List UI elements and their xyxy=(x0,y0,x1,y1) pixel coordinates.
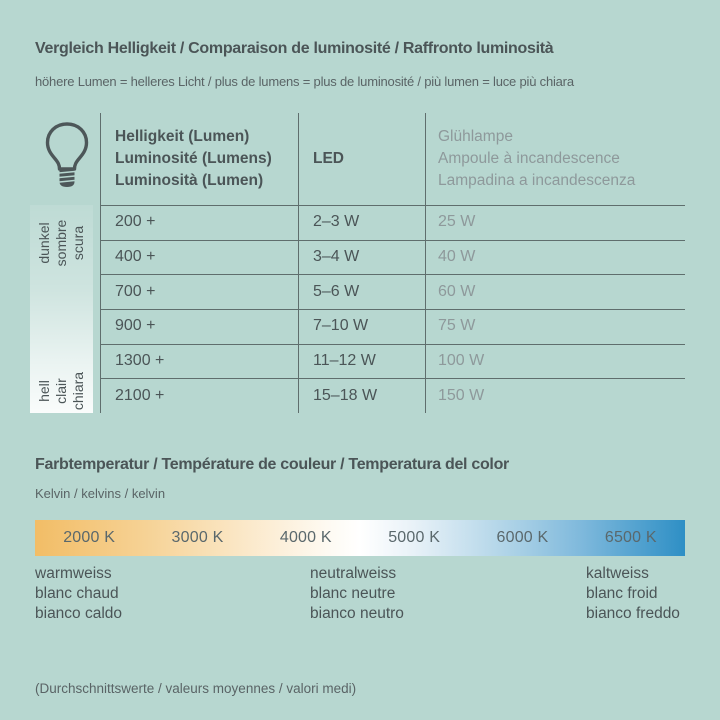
scale-bright-fr: clair xyxy=(52,378,69,404)
incandescent-cell: 40 W xyxy=(438,248,476,265)
lumen-cell: 2100 + xyxy=(115,386,165,404)
lumen-cell: 1300 + xyxy=(115,352,165,370)
scale-label-bright: hell clair chiara xyxy=(34,336,88,446)
scale-dark-it: scura xyxy=(69,225,86,261)
divider-line xyxy=(100,344,685,345)
kelvin-label: 4000 K xyxy=(279,529,332,546)
incandescent-cell: 60 W xyxy=(438,282,476,300)
dark-to-bright-scale xyxy=(30,205,93,413)
brightness-table: 200 + 2–3 W 25 W 400 + 3–4 W 40 W 700 + … xyxy=(100,205,685,413)
warm-fr: blanc chaud xyxy=(35,585,119,602)
lumen-header-fr: Luminosité (Lumens) xyxy=(115,150,272,167)
table-row: 2100 + 15–18 W 150 W xyxy=(100,378,685,413)
led-cell: 3–4 W xyxy=(313,248,360,265)
scale-label-dark: dunkel sombre scura xyxy=(34,188,88,298)
range-label-neutral: neutralweiss blanc neutre bianco neutro xyxy=(310,564,404,624)
led-header-label: LED xyxy=(313,150,344,167)
kelvin-label: 6000 K xyxy=(496,529,549,546)
neutral-it: bianco neutro xyxy=(310,605,404,622)
divider-line xyxy=(100,274,685,275)
neutral-de: neutralweiss xyxy=(310,565,397,582)
divider-line xyxy=(100,309,685,310)
column-header-incandescent: Glühlampe Ampoule à incandescence Lampad… xyxy=(438,113,683,205)
incandescent-cell: 150 W xyxy=(438,386,485,404)
incandescent-header-it: Lampadina a incandescenza xyxy=(438,172,636,189)
scale-dark-fr: sombre xyxy=(52,219,69,267)
light-bulb-icon xyxy=(42,120,92,203)
column-header-led: LED xyxy=(313,113,418,205)
color-temperature-title: Farbtemperatur / Température de couleur … xyxy=(35,456,509,473)
incandescent-header-fr: Ampoule à incandescence xyxy=(438,150,620,167)
brightness-subtitle: höhere Lumen = helleres Licht / plus de … xyxy=(35,74,574,89)
led-cell: 7–10 W xyxy=(313,317,369,335)
lumen-cell: 200 + xyxy=(115,213,156,231)
brightness-title: Vergleich Helligkeit / Comparaison de lu… xyxy=(35,40,554,57)
lumen-header-it: Luminosità (Lumen) xyxy=(115,172,264,189)
led-cell: 15–18 W xyxy=(313,386,378,404)
lumen-cell: 400 + xyxy=(115,248,156,265)
incandescent-cell: 75 W xyxy=(438,317,476,335)
incandescent-header-de: Glühlampe xyxy=(438,128,513,145)
table-row: 200 + 2–3 W 25 W xyxy=(100,205,685,240)
incandescent-cell: 100 W xyxy=(438,352,485,370)
led-cell: 2–3 W xyxy=(313,213,360,231)
range-label-cold: kaltweiss blanc froid bianco freddo xyxy=(586,564,680,624)
table-row: 700 + 5–6 W 60 W xyxy=(100,274,685,309)
color-temperature-subtitle: Kelvin / kelvins / kelvin xyxy=(35,486,166,501)
cold-fr: blanc froid xyxy=(586,585,658,602)
lumen-cell: 700 + xyxy=(115,282,156,300)
warm-de: warmweiss xyxy=(35,565,112,582)
table-row: 900 + 7–10 W 75 W xyxy=(100,309,685,344)
divider-line xyxy=(100,240,685,241)
incandescent-cell: 25 W xyxy=(438,213,476,231)
divider-line xyxy=(100,378,685,379)
kelvin-label: 3000 K xyxy=(171,529,224,546)
divider-line xyxy=(100,113,101,413)
scale-bright-de: hell xyxy=(35,380,52,402)
kelvin-label: 5000 K xyxy=(388,529,441,546)
scale-dark-de: dunkel xyxy=(35,222,52,264)
range-label-warm: warmweiss blanc chaud bianco caldo xyxy=(35,564,122,624)
cold-it: bianco freddo xyxy=(586,605,680,622)
led-cell: 5–6 W xyxy=(313,282,360,300)
footnote: (Durchschnittswerte / valeurs moyennes /… xyxy=(35,681,357,696)
table-row: 1300 + 11–12 W 100 W xyxy=(100,344,685,379)
table-row: 400 + 3–4 W 40 W xyxy=(100,240,685,275)
divider-line xyxy=(100,205,685,206)
divider-line xyxy=(425,113,426,413)
column-header-lumen: Helligkeit (Lumen) Luminosité (Lumens) L… xyxy=(115,113,295,205)
kelvin-label: 6500 K xyxy=(604,529,657,546)
cold-de: kaltweiss xyxy=(586,565,649,582)
kelvin-scale-bar: 2000 K 3000 K 4000 K 5000 K 6000 K 6500 … xyxy=(35,520,685,556)
neutral-fr: blanc neutre xyxy=(310,585,396,602)
lumen-cell: 900 + xyxy=(115,317,156,335)
warm-it: bianco caldo xyxy=(35,605,123,622)
scale-bright-it: chiara xyxy=(69,371,86,411)
lumen-header-de: Helligkeit (Lumen) xyxy=(115,128,250,145)
kelvin-label: 2000 K xyxy=(63,529,116,546)
divider-line xyxy=(298,113,299,413)
led-cell: 11–12 W xyxy=(313,352,376,370)
